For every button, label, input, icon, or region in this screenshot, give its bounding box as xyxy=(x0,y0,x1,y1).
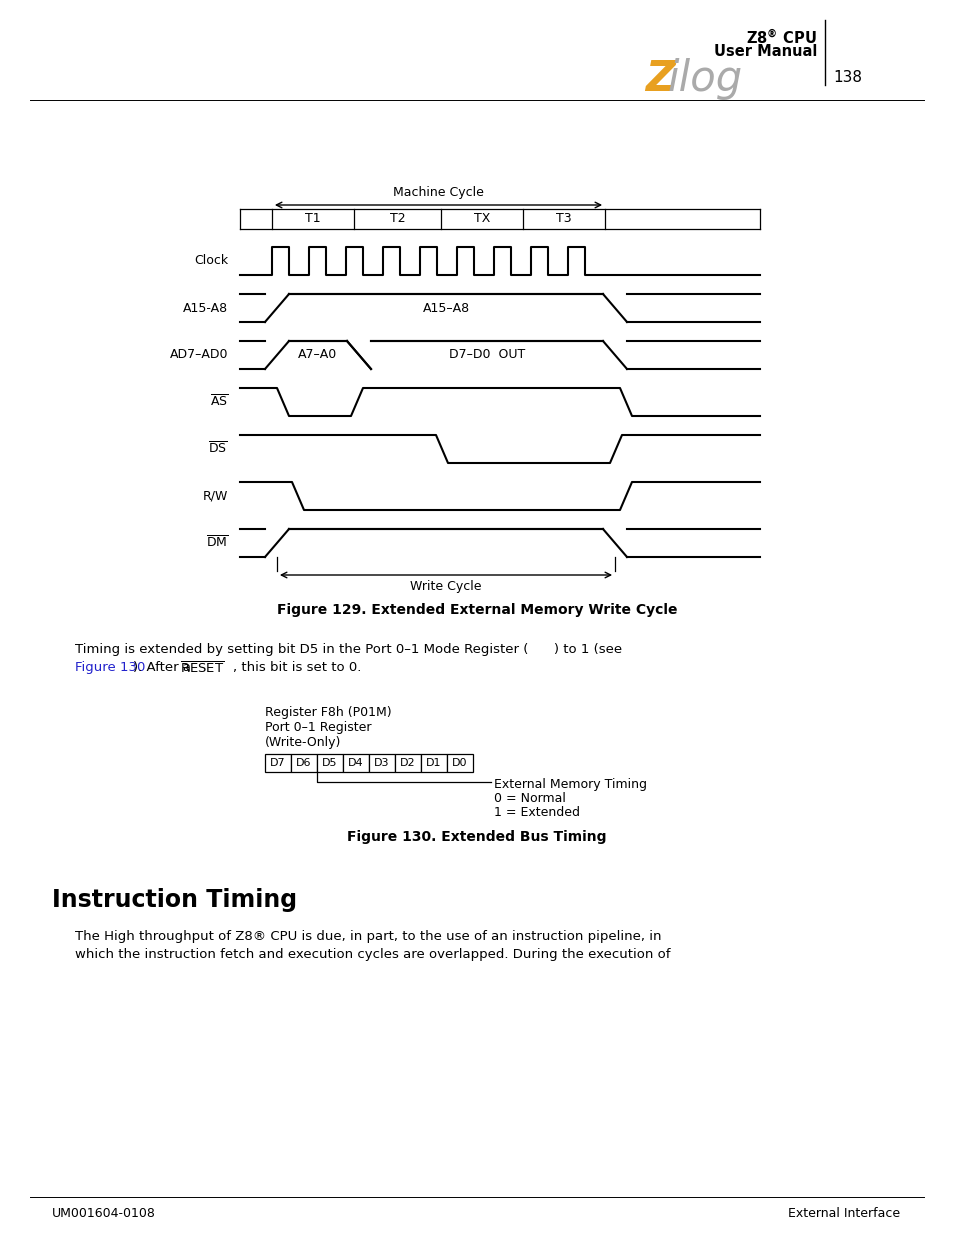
Text: UM001604-0108: UM001604-0108 xyxy=(52,1207,155,1220)
Text: Timing is extended by setting bit D5 in the Port 0–1 Mode Register (      ) to 1: Timing is extended by setting bit D5 in … xyxy=(75,643,621,656)
Text: $\overline{\mathrm{DS}}$: $\overline{\mathrm{DS}}$ xyxy=(208,441,228,457)
Text: Instruction Timing: Instruction Timing xyxy=(52,888,296,911)
Text: D3: D3 xyxy=(374,758,390,768)
Bar xyxy=(265,755,291,772)
Text: The High throughput of Z8® CPU is due, in part, to the use of an instruction pip: The High throughput of Z8® CPU is due, i… xyxy=(75,930,660,944)
Text: D1: D1 xyxy=(426,758,441,768)
Text: $\overline{\mathrm{RESET}}$: $\overline{\mathrm{RESET}}$ xyxy=(180,661,224,677)
Text: 138: 138 xyxy=(832,70,862,85)
Text: ). After a: ). After a xyxy=(132,661,195,674)
Text: Figure 129. Extended External Memory Write Cycle: Figure 129. Extended External Memory Wri… xyxy=(276,603,677,618)
Text: Figure 130. Extended Bus Timing: Figure 130. Extended Bus Timing xyxy=(347,830,606,844)
Text: A7–A0: A7–A0 xyxy=(298,348,337,362)
Text: , this bit is set to 0.: , this bit is set to 0. xyxy=(233,661,361,674)
Text: (Write-Only): (Write-Only) xyxy=(265,736,341,748)
Text: D7–D0  OUT: D7–D0 OUT xyxy=(449,348,524,362)
Text: Figure 130: Figure 130 xyxy=(75,661,145,674)
Text: External Memory Timing: External Memory Timing xyxy=(494,778,646,790)
Text: Register F8h (P01M): Register F8h (P01M) xyxy=(265,706,392,719)
Text: External Interface: External Interface xyxy=(787,1207,899,1220)
Text: A15-A8: A15-A8 xyxy=(183,301,228,315)
Bar xyxy=(395,755,420,772)
Bar xyxy=(316,755,343,772)
Text: Write Cycle: Write Cycle xyxy=(410,580,481,593)
Text: $\overline{\mathrm{AS}}$: $\overline{\mathrm{AS}}$ xyxy=(210,394,228,410)
Text: D2: D2 xyxy=(399,758,416,768)
Text: 0 = Normal: 0 = Normal xyxy=(494,792,565,805)
Bar xyxy=(343,755,369,772)
Text: T2: T2 xyxy=(389,212,405,226)
Text: TX: TX xyxy=(474,212,490,226)
Text: T1: T1 xyxy=(305,212,320,226)
Text: User Manual: User Manual xyxy=(713,44,816,59)
Text: R/W: R/W xyxy=(202,489,228,503)
Text: D0: D0 xyxy=(452,758,467,768)
Bar xyxy=(447,755,473,772)
Bar xyxy=(369,755,395,772)
Text: Clock: Clock xyxy=(193,254,228,268)
Text: A15–A8: A15–A8 xyxy=(422,301,469,315)
Text: Z8$^{\mathregular{\circledR}}$ CPU: Z8$^{\mathregular{\circledR}}$ CPU xyxy=(745,28,816,47)
Text: ilog: ilog xyxy=(667,58,742,100)
Bar xyxy=(420,755,447,772)
Text: Port 0–1 Register: Port 0–1 Register xyxy=(265,721,371,734)
Text: $\overline{\mathrm{DM}}$: $\overline{\mathrm{DM}}$ xyxy=(206,535,228,551)
Text: Machine Cycle: Machine Cycle xyxy=(393,186,483,199)
Bar xyxy=(291,755,316,772)
Text: 1 = Extended: 1 = Extended xyxy=(494,806,579,819)
Text: D7: D7 xyxy=(270,758,286,768)
Text: D6: D6 xyxy=(296,758,312,768)
Text: T3: T3 xyxy=(556,212,571,226)
Text: which the instruction fetch and execution cycles are overlapped. During the exec: which the instruction fetch and executio… xyxy=(75,948,670,961)
Text: D5: D5 xyxy=(322,758,337,768)
Text: AD7–AD0: AD7–AD0 xyxy=(170,348,228,362)
Text: D4: D4 xyxy=(348,758,363,768)
Text: Z: Z xyxy=(644,58,675,100)
